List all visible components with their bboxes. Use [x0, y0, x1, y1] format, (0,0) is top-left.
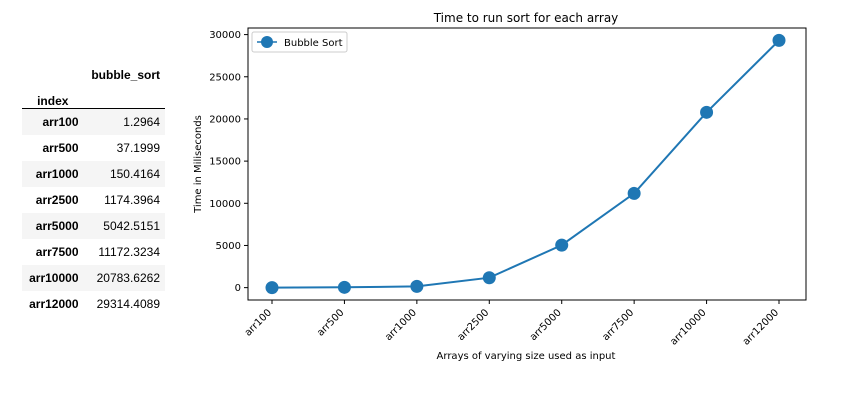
table-body: arr100 1.2964 arr500 37.1999 arr1000 150.41… — [22, 108, 165, 318]
data-point — [337, 280, 351, 294]
y-tick-label: 10000 — [209, 199, 241, 210]
dataframe-table: bubble_sort index arr100 1.2964 arr500 37.… — [22, 56, 165, 317]
chart-title: Time to run sort for each array — [433, 11, 619, 25]
y-tick-label: 25000 — [209, 72, 241, 83]
data-point — [555, 238, 569, 252]
column-header: bubble_sort — [91, 68, 160, 82]
table-row: arr7500 11172.3234 — [22, 239, 165, 265]
row-index-cell: arr500 — [42, 141, 79, 155]
x-tick-label: arr500 — [315, 307, 346, 338]
dataframe-table-container: bubble_sort index arr100 1.2964 arr500 37.… — [22, 56, 166, 317]
table-row: arr10000 20783.6262 — [22, 265, 165, 291]
y-tick-label: 15000 — [209, 157, 241, 168]
row-index-cell: arr12000 — [29, 297, 79, 311]
row-index-cell: arr7500 — [35, 245, 79, 259]
row-index-cell: arr10000 — [29, 271, 79, 285]
x-tick-label: arr12000 — [741, 307, 781, 347]
table-row: arr2500 1174.3964 — [22, 187, 165, 213]
legend-marker — [261, 36, 273, 48]
data-point — [700, 105, 714, 119]
table-row: arr1000 150.4164 — [22, 161, 165, 187]
legend: Bubble Sort — [251, 31, 348, 53]
row-value-cell: 37.1999 — [116, 141, 160, 155]
row-value-cell: 1174.3964 — [104, 193, 160, 207]
x-tick-label: arr7500 — [600, 307, 636, 343]
row-value-cell: 11172.3234 — [98, 245, 160, 259]
row-index-cell: arr1000 — [35, 167, 79, 181]
row-index-cell: arr2500 — [35, 193, 79, 207]
plot-frame — [247, 27, 807, 301]
x-axis-label: Arrays of varying size used as input — [437, 351, 616, 362]
series-line — [271, 39, 780, 289]
x-tick-label: arr2500 — [456, 307, 492, 343]
x-tick-label: arr10000 — [668, 307, 708, 347]
row-value-cell: 1.2964 — [123, 115, 160, 129]
legend-label: Bubble Sort — [284, 38, 343, 49]
y-tick-label: 5000 — [216, 241, 241, 252]
data-point — [410, 279, 424, 293]
data-point — [265, 281, 279, 295]
row-value-cell: 5042.5151 — [103, 219, 160, 233]
row-value-cell: 20783.6262 — [96, 271, 160, 285]
row-index-cell: arr5000 — [35, 219, 79, 233]
x-tick-label: arr1000 — [383, 307, 419, 343]
x-tick-label: arr5000 — [528, 307, 564, 343]
table-row: arr500 37.1999 — [22, 135, 165, 161]
table-row: arr12000 29314.4089 — [22, 291, 165, 317]
table-row: arr100 1.2964 — [22, 108, 165, 135]
y-axis-label: Time in Miliseconds — [193, 115, 204, 214]
row-index-cell: arr100 — [42, 115, 79, 129]
data-point — [772, 33, 786, 47]
y-tick-label: 0 — [235, 283, 241, 294]
x-tick-label: arr100 — [243, 307, 274, 338]
data-point — [627, 186, 641, 200]
y-tick-label: 20000 — [209, 114, 241, 125]
table-row: arr5000 5042.5151 — [22, 213, 165, 239]
row-value-cell: 29314.4089 — [96, 297, 160, 311]
legend-box — [251, 31, 348, 53]
index-header: index — [37, 94, 69, 108]
row-value-cell: 150.4164 — [109, 167, 160, 181]
y-tick-label: 30000 — [209, 30, 241, 41]
data-point — [482, 271, 496, 285]
